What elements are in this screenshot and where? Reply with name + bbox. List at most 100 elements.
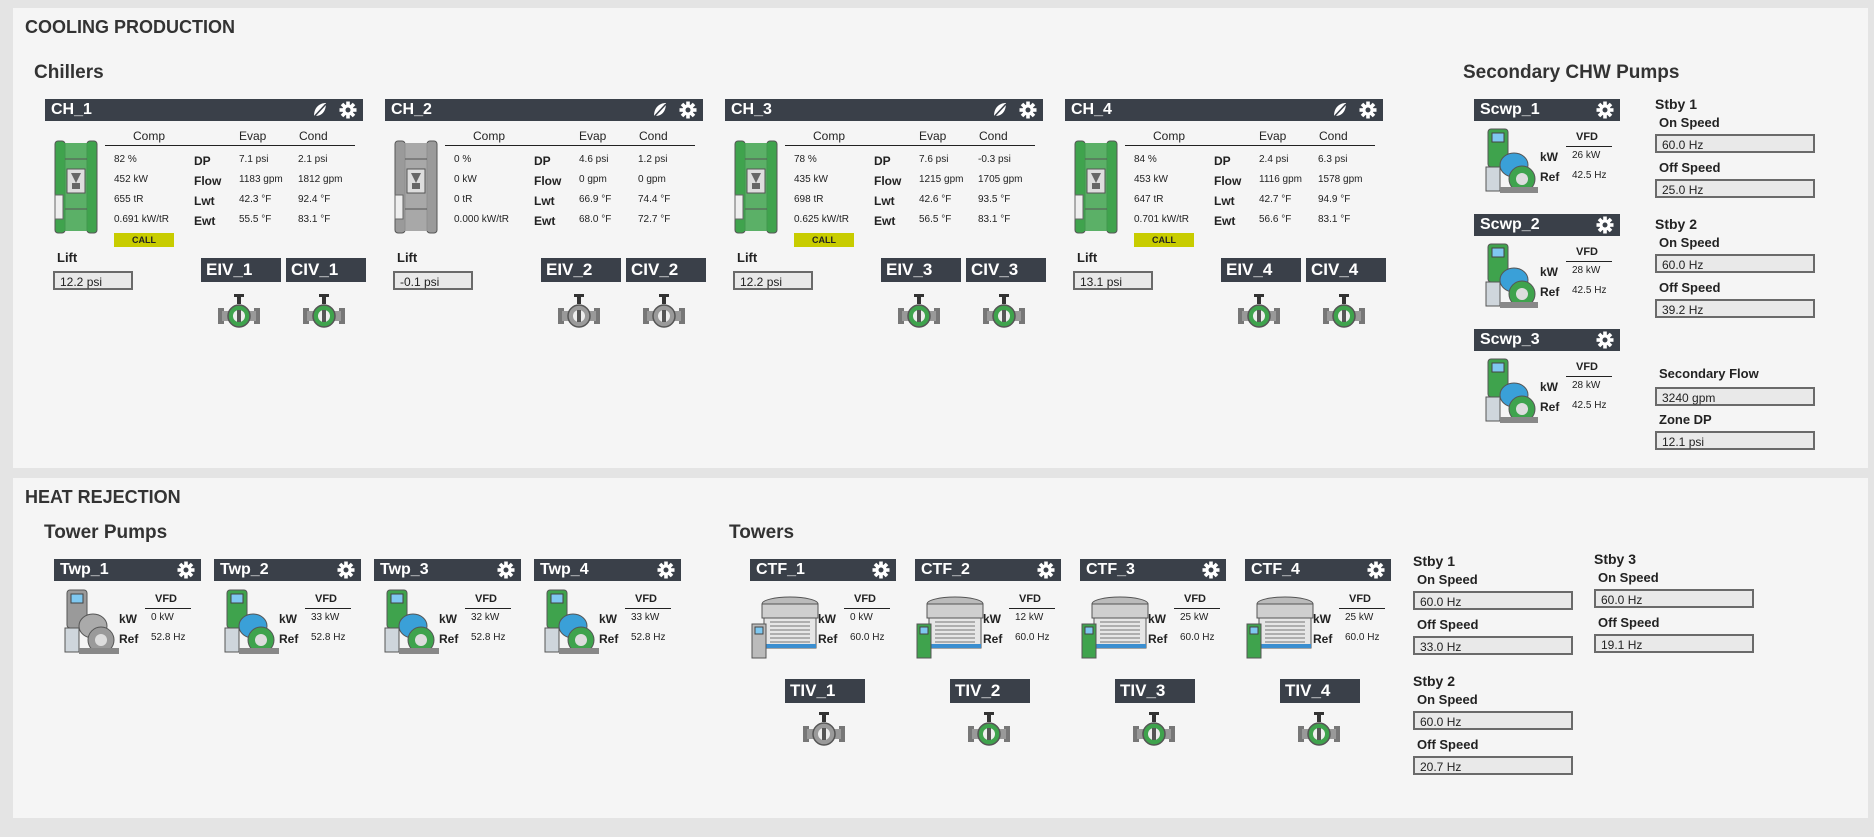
chiller-3-comp-0: 78 %: [794, 154, 817, 165]
ctf-2-header-gear-icon[interactable]: [1037, 561, 1055, 579]
chiller-1-col-evap: Evap: [239, 129, 267, 143]
chiller-3-civ-valve-icon[interactable]: [981, 292, 1027, 330]
chiller-2-header-eco-icon[interactable]: [651, 101, 669, 119]
chiller-1-comp-2: 655 tR: [114, 194, 144, 205]
heat-stby1-title: Stby 1: [1413, 553, 1456, 569]
ctf-4-tower-icon: [1245, 594, 1317, 660]
chiller-3-eiv-label[interactable]: EIV_3: [881, 258, 961, 282]
chiller-3-ewt-label: Ewt: [874, 214, 896, 228]
chiller-4-evap-2: 42.7 °F: [1259, 194, 1292, 205]
twp-3-ref-label: Ref: [439, 632, 459, 646]
twp-4-header-gear-icon[interactable]: [657, 561, 675, 579]
chiller-4-eiv-valve-icon[interactable]: [1236, 292, 1282, 330]
chiller-1-dp-label: DP: [194, 154, 211, 168]
chiller-2-header-gear-icon[interactable]: [679, 101, 697, 119]
chiller-4-header-name: CH_4: [1071, 101, 1112, 118]
chiller-2-eiv-label[interactable]: EIV_2: [541, 258, 621, 282]
chiller-3-header-gear-icon[interactable]: [1019, 101, 1037, 119]
ctf-2-vfd-underline: [1009, 608, 1055, 609]
chiller-4-icon: [1073, 139, 1119, 235]
twp-2-ref-value: 52.8 Hz: [311, 632, 346, 643]
ctf-2-kw-value: 12 kW: [1015, 612, 1044, 623]
ctf-4-ref-label: Ref: [1313, 632, 1333, 646]
ctf-1-tiv-valve-icon[interactable]: [801, 710, 847, 748]
heat-rejection-title: HEAT REJECTION: [25, 487, 181, 507]
ctf-2-tiv-label[interactable]: TIV_2: [950, 679, 1030, 703]
chiller-2-civ-valve-icon[interactable]: [641, 292, 687, 330]
ctf-4-tiv-valve-icon[interactable]: [1296, 710, 1342, 748]
chiller-3-col-evap: Evap: [919, 129, 947, 143]
scwp-1-ref-value: 42.5 Hz: [1572, 170, 1607, 181]
chiller-3-col-cond: Cond: [979, 129, 1008, 143]
scwp-3-ref-label: Ref: [1540, 400, 1560, 414]
twp-3-header: [374, 559, 521, 581]
ctf-3-tiv-valve-icon[interactable]: [1131, 710, 1177, 748]
scwp-3-header-gear-icon[interactable]: [1596, 331, 1614, 349]
twp-2-header-gear-icon[interactable]: [337, 561, 355, 579]
chiller-2-col-underline: [445, 145, 695, 146]
ctf-1-tiv-label[interactable]: TIV_1: [785, 679, 865, 703]
chiller-4-header-eco-icon[interactable]: [1331, 101, 1349, 119]
ctf-4-vfd-label: VFD: [1349, 593, 1371, 605]
chiller-1-civ-label[interactable]: CIV_1: [286, 258, 366, 282]
ctf-1-ref-value: 60.0 Hz: [850, 632, 885, 643]
chiller-2-header-name: CH_2: [391, 101, 432, 118]
heat-stby3-title: Stby 3: [1594, 551, 1637, 567]
chiller-3-eiv-valve-icon[interactable]: [896, 292, 942, 330]
heat-stby1-off-speed: 33.0 Hz: [1413, 636, 1573, 655]
ctf-2-kw-label: kW: [983, 612, 1001, 626]
chiller-3-civ-label[interactable]: CIV_3: [966, 258, 1046, 282]
ctf-3-header-gear-icon[interactable]: [1202, 561, 1220, 579]
chiller-1-civ-valve-icon[interactable]: [301, 292, 347, 330]
ctf-1-vfd-underline: [844, 608, 890, 609]
scwp-3-header: [1474, 329, 1620, 351]
ctf-4-vfd-underline: [1339, 608, 1385, 609]
chiller-2-comp-2: 0 tR: [454, 194, 473, 205]
chiller-1-header-gear-icon[interactable]: [339, 101, 357, 119]
twp-3-ref-value: 52.8 Hz: [471, 632, 506, 643]
cooling-stby2-off-speed: 39.2 Hz: [1655, 299, 1815, 318]
chiller-2-lift-value: -0.1 psi: [393, 271, 473, 290]
scwp-2-kw-value: 28 kW: [1572, 265, 1601, 276]
chiller-3-header-eco-icon[interactable]: [991, 101, 1009, 119]
ctf-2-tiv-valve-icon[interactable]: [966, 710, 1012, 748]
chiller-2-civ-label[interactable]: CIV_2: [626, 258, 706, 282]
chiller-1-header-eco-icon[interactable]: [311, 101, 329, 119]
chiller-1-evap-3: 55.5 °F: [239, 214, 272, 225]
chiller-4-eiv-label[interactable]: EIV_4: [1221, 258, 1301, 282]
scwp-1-header-gear-icon[interactable]: [1596, 101, 1614, 119]
ctf-4-tiv-label[interactable]: TIV_4: [1280, 679, 1360, 703]
heat-stby2-on-label: On Speed: [1417, 692, 1478, 707]
chiller-2-comp-3: 0.000 kW/tR: [454, 214, 510, 225]
cooling-stby2-on-speed: 60.0 Hz: [1655, 254, 1815, 273]
chiller-1-col-underline: [105, 145, 355, 146]
heat-stby2-title: Stby 2: [1413, 673, 1456, 689]
chiller-4-civ-label[interactable]: CIV_4: [1306, 258, 1386, 282]
ctf-1-kw-value: 0 kW: [850, 612, 873, 623]
ctf-4-header-name: CTF_4: [1251, 561, 1300, 578]
chiller-4-comp-1: 453 kW: [1134, 174, 1168, 185]
chiller-1-eiv-valve-icon[interactable]: [216, 292, 262, 330]
chiller-4-civ-valve-icon[interactable]: [1321, 292, 1367, 330]
ctf-3-kw-label: kW: [1148, 612, 1166, 626]
twp-4-vfd-label: VFD: [635, 593, 657, 605]
chiller-2-eiv-valve-icon[interactable]: [556, 292, 602, 330]
chiller-4-header-gear-icon[interactable]: [1359, 101, 1377, 119]
chiller-1-eiv-label[interactable]: EIV_1: [201, 258, 281, 282]
scwp-2-vfd-label: VFD: [1576, 246, 1598, 258]
chiller-2-evap-3: 68.0 °F: [579, 214, 612, 225]
scwp-2-vfd-underline: [1566, 261, 1612, 262]
chiller-4-lift-label: Lift: [1077, 250, 1098, 265]
chiller-4-lwt-label: Lwt: [1214, 194, 1235, 208]
chiller-2-evap-0: 4.6 psi: [579, 154, 609, 165]
twp-1-header-gear-icon[interactable]: [177, 561, 195, 579]
chiller-3-comp-2: 698 tR: [794, 194, 824, 205]
twp-4-pump-icon: [543, 588, 599, 656]
twp-3-header-gear-icon[interactable]: [497, 561, 515, 579]
ctf-1-header: [750, 559, 896, 581]
ctf-1-header-gear-icon[interactable]: [872, 561, 890, 579]
ctf-4-header-gear-icon[interactable]: [1367, 561, 1385, 579]
scwp-2-header-gear-icon[interactable]: [1596, 216, 1614, 234]
ctf-3-tiv-label[interactable]: TIV_3: [1115, 679, 1195, 703]
twp-1-kw-value: 0 kW: [151, 612, 174, 623]
